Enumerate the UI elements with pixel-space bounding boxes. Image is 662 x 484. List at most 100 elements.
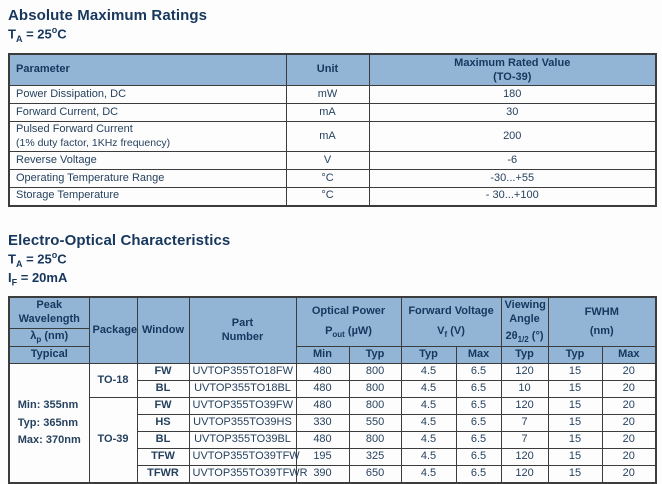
t2-optical-min-cell: 480 xyxy=(295,380,350,399)
t2-header-part-number: Part Number xyxy=(188,296,297,365)
absolute-maximum-ratings-table: Parameter Unit Maximum Rated Value (TO-3… xyxy=(8,52,657,207)
t2-optical-min-cell: 480 xyxy=(295,363,350,382)
t2-wavelength-typ: Typ: 365nm xyxy=(17,416,79,429)
t1-header-max-rated-value-line1: Maximum Rated Value xyxy=(454,56,571,69)
t1-value-cell: 180 xyxy=(368,85,657,105)
t1-unit-cell: °C xyxy=(285,187,370,207)
t2-header-window: Window xyxy=(136,296,190,365)
t2-header-fwhm: FWHM (nm) xyxy=(547,296,657,348)
t2-subheader-typ: Typ xyxy=(547,346,603,365)
t1-value-cell: 200 xyxy=(368,121,657,153)
t2-part-cell: UVTOP355TO39HS xyxy=(188,414,297,433)
t2-fwhm-typ-cell: 15 xyxy=(547,431,603,450)
t2-header-typical: Typical xyxy=(8,346,90,365)
t2-angle-cell: 120 xyxy=(500,465,549,484)
t2-header-fwhm-label: FWHM xyxy=(584,305,619,318)
t2-window-cell: TFWR xyxy=(136,465,190,484)
t2-window-cell: FW xyxy=(136,363,190,382)
t2-vf-max-cell: 6.5 xyxy=(455,414,502,433)
table-row: Forward Current, DC mA 30 xyxy=(8,103,657,123)
t1-value-cell: 30 xyxy=(368,103,657,123)
t1-unit-cell: mW xyxy=(285,85,370,105)
t2-window-cell: FW xyxy=(136,397,190,416)
t1-unit-cell: mA xyxy=(285,103,370,123)
electro-optical-section: Electro-Optical Characteristics TA = 25o… xyxy=(8,232,658,484)
t2-optical-typ-cell: 800 xyxy=(348,380,402,399)
t1-header-row: Parameter Unit Maximum Rated Value (TO-3… xyxy=(8,53,657,87)
table-row: BL UVTOP355TO18BL 480 800 4.5 6.5 10 15 … xyxy=(9,380,657,399)
t2-wavelength-values: Min: 355nm Typ: 365nm Max: 370nm xyxy=(18,397,81,448)
t2-part-cell: UVTOP355TO18BL xyxy=(188,380,297,399)
t2-vf-typ-cell: 4.5 xyxy=(400,431,457,450)
t2-fwhm-max-cell: 20 xyxy=(601,431,657,450)
t1-parameter-cell: Pulsed Forward Current (1% duty factor, … xyxy=(8,121,287,153)
t2-header-row-1: Peak Wavelength Package Window Part Numb… xyxy=(8,296,657,365)
t1-header-max-rated-value: Maximum Rated Value (TO-39) xyxy=(368,53,657,87)
t2-header-row-3: Typical Min Typ Typ Max Typ Typ Max xyxy=(8,346,657,365)
t2-optical-min-cell: 330 xyxy=(295,414,350,433)
t1-header-parameter: Parameter xyxy=(8,53,287,87)
t2-fwhm-max-cell: 20 xyxy=(601,465,657,484)
t2-fwhm-max-cell: 20 xyxy=(601,448,657,467)
t2-vf-max-cell: 6.5 xyxy=(455,380,502,399)
t2-header-forward-voltage: Forward Voltage Vf (V) xyxy=(400,296,502,348)
section2-condition-current: IF = 20mA xyxy=(8,270,68,288)
t2-vf-typ-cell: 4.5 xyxy=(400,380,457,399)
t2-angle-cell: 120 xyxy=(500,448,549,467)
t1-value-cell: - 30...+100 xyxy=(368,187,657,207)
t2-fwhm-typ-cell: 15 xyxy=(547,397,603,416)
t2-fwhm-typ-cell: 15 xyxy=(547,465,603,484)
t2-subheader-max: Max xyxy=(601,346,657,365)
t2-header-peak-line2: Wavelength xyxy=(18,313,80,326)
t2-subheader-typ: Typ xyxy=(400,346,457,365)
t2-header-optical-power-label: Optical Power xyxy=(311,304,386,317)
table-row: TFWR UVTOP355TO39TFWR 390 650 4.5 6.5 12… xyxy=(9,465,657,484)
t1-unit-cell: mA xyxy=(285,121,370,153)
t2-fwhm-max-cell: 20 xyxy=(601,414,657,433)
t2-angle-cell: 7 xyxy=(500,414,549,433)
t2-angle-cell: 120 xyxy=(500,363,549,382)
t2-fwhm-typ-cell: 15 xyxy=(547,380,603,399)
t2-optical-typ-cell: 325 xyxy=(348,448,402,467)
t1-parameter-cell: Operating Temperature Range xyxy=(8,169,287,189)
t2-header-peak-line1: Peak xyxy=(36,299,63,312)
absolute-maximum-ratings-section: Absolute Maximum Ratings TA = 25oC Param… xyxy=(8,7,657,207)
t2-angle-cell: 120 xyxy=(500,397,549,416)
t2-angle-cell: 7 xyxy=(500,431,549,450)
t2-part-cell: UVTOP355TO39TFW xyxy=(188,448,300,467)
t2-angle-cell: 10 xyxy=(500,380,549,399)
section2-condition-temperature: TA = 25oC xyxy=(8,249,67,269)
t2-optical-min-cell: 195 xyxy=(295,448,350,467)
t2-fwhm-max-cell: 20 xyxy=(601,397,657,416)
t2-optical-typ-cell: 800 xyxy=(348,363,402,382)
t2-part-cell: UVTOP355TO39TFWR xyxy=(188,465,308,484)
table-row: Power Dissipation, DC mW 180 xyxy=(8,85,657,105)
t2-vf-typ-cell: 4.5 xyxy=(400,465,457,484)
t2-window-cell: BL xyxy=(136,431,190,450)
t2-vf-max-cell: 6.5 xyxy=(455,431,502,450)
t1-parameter-cell: Reverse Voltage xyxy=(8,151,287,171)
t2-fwhm-typ-cell: 15 xyxy=(547,414,603,433)
t2-window-cell: TFW xyxy=(136,448,190,467)
table-row: TO-39 FW UVTOP355TO39FW 480 800 4.5 6.5 … xyxy=(9,397,657,484)
t2-header-row-2: λp (nm) xyxy=(8,327,656,348)
table-row: Operating Temperature Range °C -30...+55 xyxy=(8,169,657,189)
t1-header-unit: Unit xyxy=(285,53,370,87)
t2-optical-typ-cell: 800 xyxy=(348,431,402,450)
t2-optical-typ-cell: 550 xyxy=(348,414,402,433)
t2-fwhm-typ-cell: 15 xyxy=(547,363,603,382)
t2-window-cell: HS xyxy=(136,414,190,433)
electro-optical-table: Peak Wavelength Package Window Part Numb… xyxy=(8,296,658,484)
t1-parameter-note: (1% duty factor, 1KHz frequency) xyxy=(16,136,171,149)
table-row: Storage Temperature °C - 30...+100 xyxy=(8,187,657,207)
t2-wavelength-max: Max: 370nm xyxy=(17,433,81,446)
t2-wavelength-cell: Min: 355nm Typ: 365nm Max: 370nm xyxy=(8,363,90,484)
t2-header-peak-wavelength: Peak Wavelength xyxy=(8,296,90,329)
t1-unit-cell: °C xyxy=(285,169,370,189)
t2-header-viewing-angle-symbol: 2θ1/2 (°) xyxy=(505,329,544,345)
t2-package-cell: TO-39 xyxy=(88,397,138,484)
t2-subheader-max: Max xyxy=(455,346,502,365)
t2-vf-max-cell: 6.5 xyxy=(455,363,502,382)
t1-parameter-line1: Pulsed Forward Current xyxy=(16,123,133,136)
section1-title: Absolute Maximum Ratings xyxy=(8,7,208,24)
